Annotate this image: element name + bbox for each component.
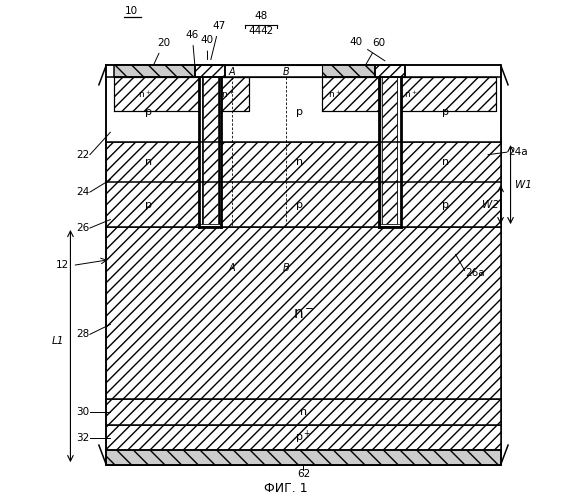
Bar [379,224,401,227]
Text: p: p [145,200,152,210]
Text: 60: 60 [365,38,385,66]
Bar [106,142,501,227]
Bar [199,224,221,227]
Text: n$^+$: n$^+$ [328,88,341,100]
Text: 12: 12 [56,260,69,270]
Text: n: n [300,407,307,417]
Text: 28: 28 [76,329,89,339]
Bar [106,399,501,425]
Text: W2: W2 [482,200,499,210]
Text: 47: 47 [211,21,226,60]
Text: n$^+$: n$^+$ [404,88,418,100]
Text: L1: L1 [52,336,65,346]
Text: 44: 44 [248,26,261,36]
Bar [202,77,217,224]
Bar [401,77,495,111]
Text: 24: 24 [76,187,89,197]
Text: 62: 62 [297,469,310,479]
Bar [221,77,249,111]
Bar [375,65,405,77]
Text: 20: 20 [153,38,170,67]
Text: 26: 26 [76,223,89,233]
Text: ФИГ. 1: ФИГ. 1 [264,482,308,495]
Bar [114,77,199,111]
Text: 46: 46 [185,30,199,64]
Text: n: n [296,157,304,167]
Text: B: B [283,67,289,77]
Bar [199,77,221,227]
Text: 30: 30 [76,407,89,417]
Text: n$^+$: n$^+$ [221,88,235,100]
Text: A: A [229,263,236,273]
Bar [379,77,401,227]
Text: p: p [296,200,304,210]
Text: p$^+$: p$^+$ [295,429,312,446]
Text: 48: 48 [255,11,268,21]
Text: p: p [296,107,304,117]
Bar [114,65,198,77]
Text: 10: 10 [125,6,138,16]
Text: B: B [283,263,289,273]
Text: p: p [145,107,152,117]
Bar [322,65,394,77]
Bar [106,65,501,465]
Bar [106,450,501,465]
Bar [106,227,501,399]
Text: n: n [145,157,152,167]
Text: A: A [229,67,236,77]
Text: n: n [442,157,449,167]
Bar [199,77,202,227]
Bar [379,77,382,227]
Bar [195,65,225,77]
Text: p: p [442,200,449,210]
Text: n$^+$: n$^+$ [138,88,152,100]
Text: W1: W1 [515,180,531,190]
Bar [106,425,501,450]
Text: 22: 22 [76,150,89,160]
Bar [217,77,221,227]
Text: 40: 40 [349,37,385,61]
Text: 26a: 26a [466,268,485,278]
Text: 24a: 24a [508,147,528,157]
Bar [398,77,401,227]
Bar [382,77,398,224]
Text: 42: 42 [261,26,274,36]
Bar [322,77,379,111]
Text: p: p [442,107,449,117]
Bar [223,65,322,77]
Text: 32: 32 [76,433,89,443]
Text: 40: 40 [201,35,214,59]
Text: n$^-$: n$^-$ [293,307,314,322]
